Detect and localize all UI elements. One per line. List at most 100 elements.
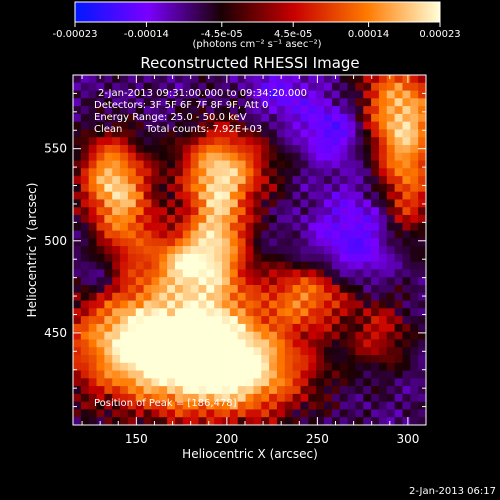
heatmap-cell xyxy=(151,183,160,193)
heatmap-cell xyxy=(253,362,262,371)
heatmap-cell xyxy=(378,253,388,263)
heatmap-cell xyxy=(378,191,388,200)
heatmap-cell xyxy=(363,246,372,255)
heatmap-cell xyxy=(88,331,97,340)
heatmap-cell xyxy=(88,323,97,333)
heatmap-cell xyxy=(324,191,333,200)
heatmap-cell xyxy=(355,323,364,333)
heatmap-cell xyxy=(229,370,239,379)
heatmap-cell xyxy=(73,339,82,348)
heatmap-cell xyxy=(73,113,82,123)
heatmap-cell xyxy=(88,222,97,231)
heatmap-cell xyxy=(229,339,239,348)
heatmap-cell xyxy=(324,106,333,115)
heatmap-cell xyxy=(355,253,364,263)
heatmap-cell xyxy=(120,300,129,309)
heatmap-cell xyxy=(245,370,254,379)
heatmap-cell xyxy=(261,106,270,115)
heatmap-cell xyxy=(284,393,294,403)
heatmap-cell xyxy=(324,230,333,239)
heatmap-cell xyxy=(135,347,144,356)
heatmap-cell xyxy=(402,82,411,91)
heatmap-cell xyxy=(316,285,325,294)
heatmap-cell xyxy=(127,113,137,123)
heatmap-cell xyxy=(159,215,168,224)
heatmap-cell xyxy=(229,386,239,395)
heatmap-cell xyxy=(120,246,129,255)
heatmap-cell xyxy=(112,168,121,177)
heatmap-cell xyxy=(355,183,364,193)
heatmap-cell xyxy=(386,246,396,255)
heatmap-cell xyxy=(378,152,388,161)
heatmap-cell xyxy=(96,253,105,263)
heatmap-cell xyxy=(214,82,223,91)
heatmap-cell xyxy=(347,183,356,193)
heatmap-cell xyxy=(182,222,192,231)
heatmap-cell xyxy=(347,121,356,130)
heatmap-cell xyxy=(324,145,333,154)
heatmap-cell xyxy=(88,308,97,317)
heatmap-cell xyxy=(363,386,372,395)
heatmap-cell xyxy=(253,207,262,216)
heatmap-cell xyxy=(167,113,176,123)
heatmap-cell xyxy=(276,269,286,278)
heatmap-cell xyxy=(190,370,199,379)
heatmap-cell xyxy=(167,378,176,387)
heatmap-cell xyxy=(127,300,137,309)
heatmap-cell xyxy=(253,215,262,224)
heatmap-cell xyxy=(143,300,152,309)
heatmap-cell xyxy=(386,113,396,123)
heatmap-cell xyxy=(120,129,129,138)
heatmap-cell xyxy=(127,129,137,138)
heatmap-cell xyxy=(347,238,356,247)
heatmap-cell xyxy=(418,168,427,177)
heatmap-cell xyxy=(198,106,207,115)
heatmap-cell xyxy=(159,417,168,426)
heatmap-cell xyxy=(269,401,278,410)
heatmap-cell xyxy=(363,152,372,161)
heatmap-cell xyxy=(182,129,192,138)
heatmap-cell xyxy=(159,316,168,325)
heatmap-cell xyxy=(96,347,105,356)
heatmap-cell xyxy=(104,82,113,91)
heatmap-cell xyxy=(284,152,294,161)
heatmap-cell xyxy=(73,238,82,247)
heatmap-cell xyxy=(135,308,144,317)
heatmap-cell xyxy=(80,417,90,426)
heatmap-cell xyxy=(135,316,144,325)
heatmap-cell xyxy=(371,238,380,247)
heatmap-cell xyxy=(284,207,294,216)
heatmap-cell xyxy=(245,417,254,426)
heatmap-cell xyxy=(371,121,380,130)
heatmap-cell xyxy=(261,401,270,410)
heatmap-cell xyxy=(339,207,348,216)
heatmap-cell xyxy=(402,261,411,270)
heatmap-cell xyxy=(73,222,82,231)
heatmap-cell xyxy=(143,316,152,325)
heatmap-cell xyxy=(174,230,184,239)
heatmap-cell xyxy=(347,300,356,309)
heatmap-cell xyxy=(80,347,90,356)
heatmap-cell xyxy=(339,121,348,130)
heatmap-cell xyxy=(167,292,176,301)
heatmap-cell xyxy=(73,137,82,146)
heatmap-cell xyxy=(378,323,388,333)
heatmap-cell xyxy=(284,160,294,169)
heatmap-cell xyxy=(378,417,388,426)
heatmap-cell xyxy=(386,90,396,99)
heatmap-cell xyxy=(245,137,254,146)
heatmap-cell xyxy=(159,347,168,356)
heatmap-cell xyxy=(143,82,152,91)
heatmap-cell xyxy=(402,121,411,130)
heatmap-cell xyxy=(182,183,192,193)
heatmap-cell xyxy=(174,75,184,84)
heatmap-cell xyxy=(88,121,97,130)
heatmap-cell xyxy=(174,347,184,356)
heatmap-cell xyxy=(73,269,82,278)
heatmap-cell xyxy=(418,316,427,325)
heatmap-cell xyxy=(300,277,309,286)
heatmap-cell xyxy=(347,129,356,138)
heatmap-cell xyxy=(159,401,168,410)
heatmap-cell xyxy=(143,129,152,138)
heatmap-cell xyxy=(402,331,411,340)
